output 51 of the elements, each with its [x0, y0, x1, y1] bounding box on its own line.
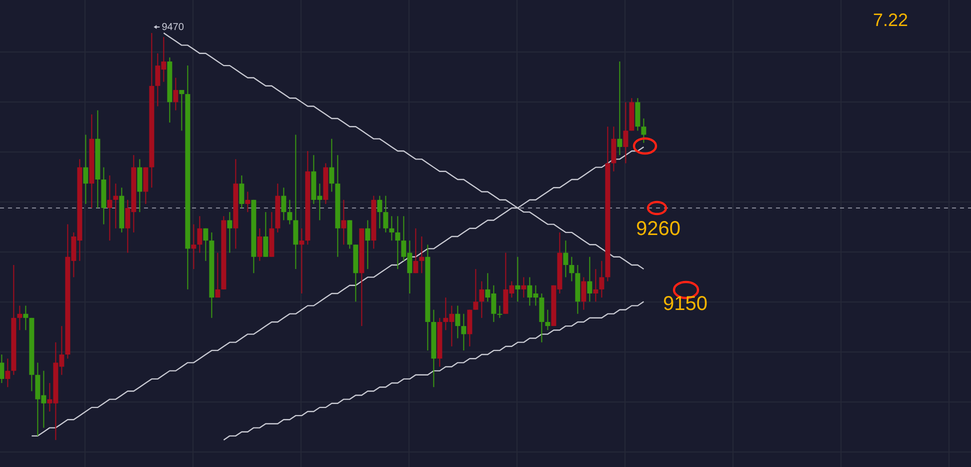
candlestick [455, 305, 460, 339]
candlestick [23, 305, 28, 331]
candlestick [515, 256, 520, 302]
candlestick [329, 138, 334, 192]
candlestick [587, 256, 592, 302]
candlestick [203, 228, 208, 262]
candlestick [413, 228, 418, 274]
candlestick [497, 305, 502, 318]
candlestick [563, 240, 568, 278]
candlestick [593, 268, 598, 302]
candlestick [617, 60, 622, 156]
candlestick [521, 276, 526, 298]
candlestick [287, 199, 292, 225]
candlestick [215, 252, 220, 298]
candlestick [281, 187, 286, 221]
candlestick [389, 216, 394, 242]
candlestick [377, 195, 382, 229]
candlestick [341, 199, 346, 246]
candlestick [461, 313, 466, 351]
candlestick [545, 309, 550, 331]
candlestick [623, 102, 628, 164]
candlestick [191, 224, 196, 270]
candlestick [239, 174, 244, 209]
annotation: 9470 [162, 22, 184, 33]
candlestick [365, 220, 370, 270]
candlestick [581, 276, 586, 310]
candlestick [257, 228, 262, 262]
candlestick [263, 212, 268, 258]
candlestick [179, 89, 184, 132]
candlestick [569, 256, 574, 282]
candlestick [599, 260, 604, 298]
candlestick [479, 280, 484, 318]
candlestick [197, 216, 202, 254]
candlestick [113, 183, 118, 229]
candlestick [383, 195, 388, 233]
candlestick [245, 191, 250, 213]
candlestick [0, 354, 4, 384]
candlestick [173, 77, 178, 111]
text: 7.22 [873, 10, 908, 30]
candlestick [227, 212, 232, 254]
candlestick [17, 305, 22, 331]
candlestick [395, 216, 400, 270]
candlestick [641, 118, 646, 144]
annotation: 9260 [636, 218, 680, 240]
text: 9150 [663, 293, 708, 315]
candlestick [419, 236, 424, 274]
candlestick [83, 134, 88, 204]
candlestick [299, 228, 304, 294]
candlestick [107, 174, 112, 242]
candlestick [473, 268, 478, 310]
candlestick [5, 358, 10, 388]
